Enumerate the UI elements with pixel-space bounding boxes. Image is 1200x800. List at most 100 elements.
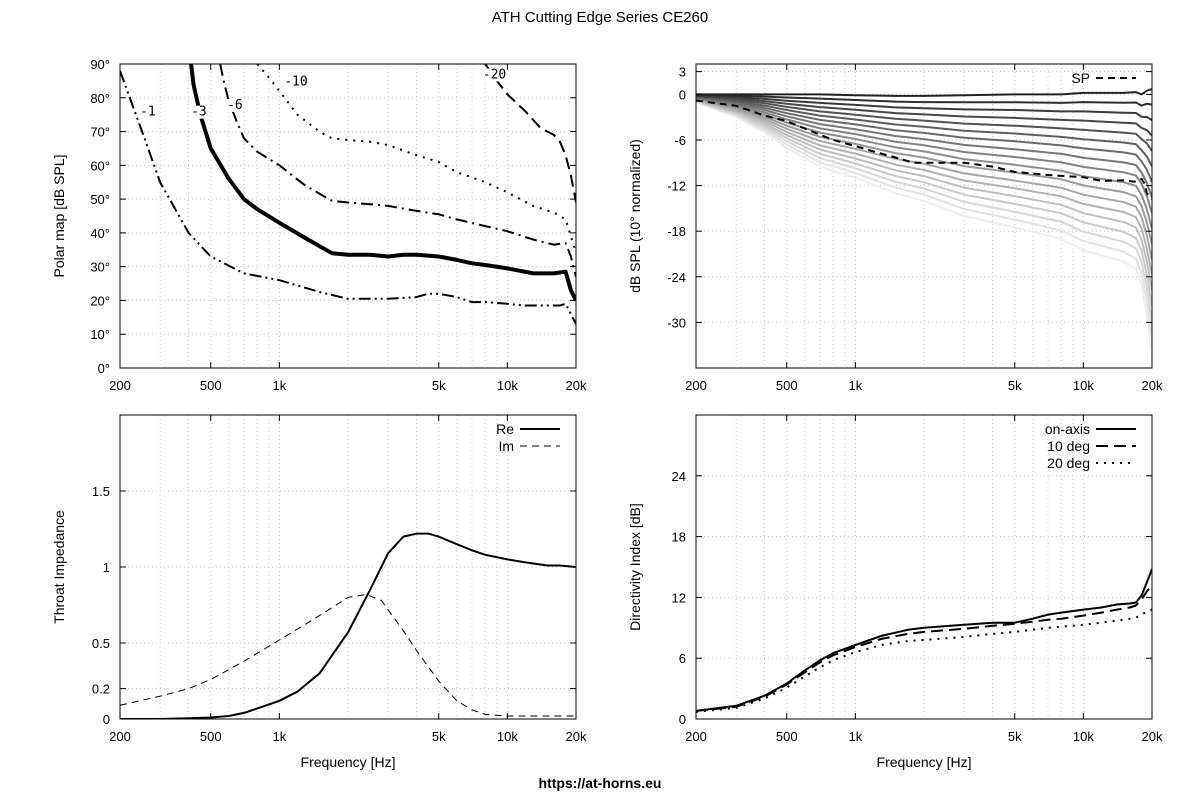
y-tick-label: 0 xyxy=(679,712,686,727)
series-line--1 xyxy=(120,70,576,325)
series-group xyxy=(696,568,1152,713)
x-tick-label: 1k xyxy=(848,378,862,393)
x-tick-label: 200 xyxy=(109,729,131,744)
contour-label-bg xyxy=(480,68,509,82)
x-tick-label: 1k xyxy=(848,729,862,744)
contour-label: -1 xyxy=(140,105,156,120)
series-line-SP xyxy=(696,99,1152,200)
y-tick-label: 0.5 xyxy=(92,636,110,651)
x-tick-label: 10k xyxy=(1073,729,1094,744)
x-tick-label: 10k xyxy=(497,378,518,393)
x-tick-label: 1k xyxy=(272,729,286,744)
plot-frame xyxy=(119,63,577,369)
y-axis-label: Directivity Index [dB] xyxy=(627,503,643,631)
x-tick-label: 10k xyxy=(497,729,518,744)
contour-label-bg xyxy=(282,75,311,89)
y-tick-label: 0° xyxy=(98,361,110,376)
contour-label-bg xyxy=(225,98,246,112)
y-tick-label: 70° xyxy=(90,125,110,140)
fan-curve-5 xyxy=(696,95,1152,168)
y-tick-label: 1.5 xyxy=(92,484,110,499)
y-tick-label: -30 xyxy=(667,315,686,330)
chart-di: 200 500 1k 5k 10k 20k 0 6 12 18 24 Directivity Inde… xyxy=(627,414,1163,770)
series-line-Im xyxy=(120,593,576,717)
plot-frame xyxy=(695,414,1153,720)
fan-curve-16 xyxy=(696,100,1152,338)
x-tick-label: 500 xyxy=(200,729,222,744)
series-line--10 xyxy=(256,64,576,254)
y-tick-label: 6 xyxy=(679,651,686,666)
fan-curve-8 xyxy=(696,97,1152,214)
fan-curve-7 xyxy=(696,96,1152,199)
series-line-on-axis xyxy=(696,568,1152,712)
y-tick-label: -6 xyxy=(674,133,686,148)
contour-label: -10 xyxy=(284,74,307,89)
series-group xyxy=(120,532,576,719)
y-axis-label: Throat Impedance xyxy=(51,510,67,624)
fan-curve-11 xyxy=(696,98,1152,260)
x-tick-label: 20k xyxy=(1142,729,1163,744)
series-line-Re xyxy=(120,532,576,719)
series-line--3 xyxy=(189,64,576,302)
fan-curve-2 xyxy=(696,94,1152,121)
y-tick-label: 30° xyxy=(90,260,110,275)
fan-curve-14 xyxy=(696,99,1152,307)
y-tick-label: 24 xyxy=(672,469,686,484)
y-axis-label: Polar map [dB SPL] xyxy=(51,155,67,278)
fan-curve-3 xyxy=(696,94,1152,137)
x-tick-label: 5k xyxy=(432,729,446,744)
legend-label: 10 deg xyxy=(1047,438,1090,454)
chart-spl: 200 500 1k 5k 10k 20k 3 0 -6 -12 -18 -24 -30 dB SPL (… xyxy=(627,63,1163,393)
grid xyxy=(119,63,577,369)
y-tick-label: 10° xyxy=(90,327,110,342)
x-tick-label: 20k xyxy=(566,378,587,393)
x-tick-label: 20k xyxy=(566,729,587,744)
x-tick-label: 500 xyxy=(200,378,222,393)
x-tick-label: 5k xyxy=(432,378,446,393)
y-axis-label: dB SPL (10° normalized) xyxy=(627,139,643,293)
series-line-20-deg xyxy=(696,608,1152,713)
x-tick-label: 20k xyxy=(1142,378,1163,393)
series-line-10-deg xyxy=(696,583,1152,712)
series-group xyxy=(120,64,576,325)
fan-curve-15 xyxy=(696,100,1152,322)
y-tick-label: 20° xyxy=(90,293,110,308)
contour-label-bg xyxy=(189,105,210,119)
legend-label: 20 deg xyxy=(1047,455,1090,471)
plot-frame xyxy=(695,63,1153,369)
y-tick-label: 80° xyxy=(90,91,110,106)
fan-curve-17 xyxy=(696,101,1152,353)
chart-impedance: 200 500 1k 5k 10k 20k 0 0.2 0.5 1 1.5 Throat Impeda… xyxy=(51,414,587,770)
y-tick-label: 90° xyxy=(90,57,110,72)
fan-curve-13 xyxy=(696,99,1152,291)
x-tick-label: 5k xyxy=(1008,729,1022,744)
legend-label: on-axis xyxy=(1045,421,1090,437)
grid xyxy=(119,415,577,720)
x-tick-label: 500 xyxy=(776,378,798,393)
fan-curve-12 xyxy=(696,98,1152,276)
series-line--20 xyxy=(484,64,576,203)
fan-curve-6 xyxy=(696,96,1152,183)
y-tick-label: -18 xyxy=(667,224,686,239)
y-tick-label: 50° xyxy=(90,192,110,207)
y-tick-label: 1 xyxy=(103,560,110,575)
x-tick-label: 200 xyxy=(685,729,707,744)
legend-label: Re xyxy=(496,421,514,437)
x-tick-label: 200 xyxy=(685,378,707,393)
series-line--6 xyxy=(219,64,576,278)
y-tick-label: 0 xyxy=(679,87,686,102)
x-tick-label: 10k xyxy=(1073,378,1094,393)
y-tick-label: -24 xyxy=(667,270,686,285)
x-tick-label: 200 xyxy=(109,378,131,393)
y-tick-label: 0.2 xyxy=(92,682,110,697)
legend-label: SP xyxy=(1071,70,1090,86)
chart-title: ATH Cutting Edge Series CE260 xyxy=(491,9,709,26)
contour-label-bg xyxy=(138,105,159,119)
x-axis-label: Frequency [Hz] xyxy=(301,754,396,770)
fan-curves xyxy=(696,88,1152,353)
footer-url[interactable]: https://at-horns.eu xyxy=(538,775,662,791)
legend-label: Im xyxy=(498,438,514,454)
x-axis-label: Frequency [Hz] xyxy=(877,754,972,770)
x-tick-label: 500 xyxy=(776,729,798,744)
y-tick-label: -12 xyxy=(667,179,686,194)
